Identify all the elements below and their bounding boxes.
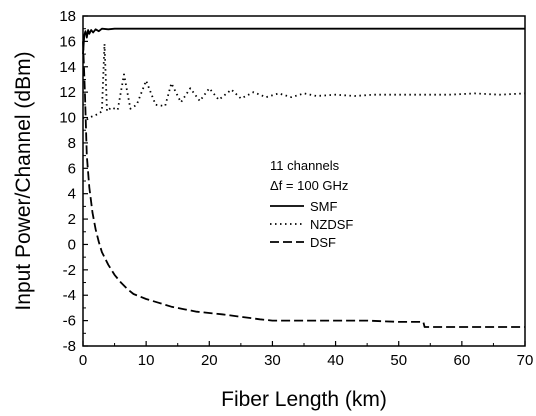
x-tick-label: 50 [390,352,407,369]
legend: 11 channels Δf = 100 GHz SMF NZDSF DSF [270,158,353,250]
y-tick-label: -6 [63,313,76,330]
legend-label-dsf: DSF [310,235,336,250]
y-tick-label: 18 [59,8,76,25]
x-tick-label: 0 [79,352,87,369]
y-tick-label: 10 [59,110,76,127]
legend-label-nzdsf: NZDSF [310,217,353,232]
x-tick-label: 60 [454,352,471,369]
y-tick-label: -4 [63,287,76,304]
legend-header-line2: Δf = 100 GHz [270,178,348,193]
x-axis-title: Fiber Length (km) [221,388,387,411]
y-tick-label: 14 [59,59,76,76]
x-tick-label: 10 [138,352,155,369]
y-tick-label: -2 [63,262,76,279]
y-tick-label: 4 [68,186,76,203]
y-tick-label: -8 [63,338,76,355]
series-lines [82,27,526,328]
ticks: 0 10 20 30 40 50 60 70 -8 -6 -4 -2 0 2 4 6 8 10 12 14 16 18 [59,8,533,369]
y-tick-label: 12 [59,84,76,101]
y-tick-label: 0 [68,236,76,253]
x-tick-label: 40 [327,352,344,369]
legend-label-smf: SMF [310,199,338,214]
y-tick-label: 16 [59,33,76,50]
x-tick-label: 30 [264,352,281,369]
x-tick-label: 70 [517,352,534,369]
y-tick-label: 2 [68,211,76,228]
series-line-nzdsf [82,43,526,121]
y-axis-title: Input Power/Channel (dBm) [12,51,35,310]
series-line-dsf [82,41,525,328]
series-line-smf [82,27,525,55]
y-tick-label: 8 [68,135,76,152]
y-tick-label: 6 [68,160,76,177]
x-tick-label: 20 [201,352,218,369]
legend-header-line1: 11 channels [270,158,340,173]
